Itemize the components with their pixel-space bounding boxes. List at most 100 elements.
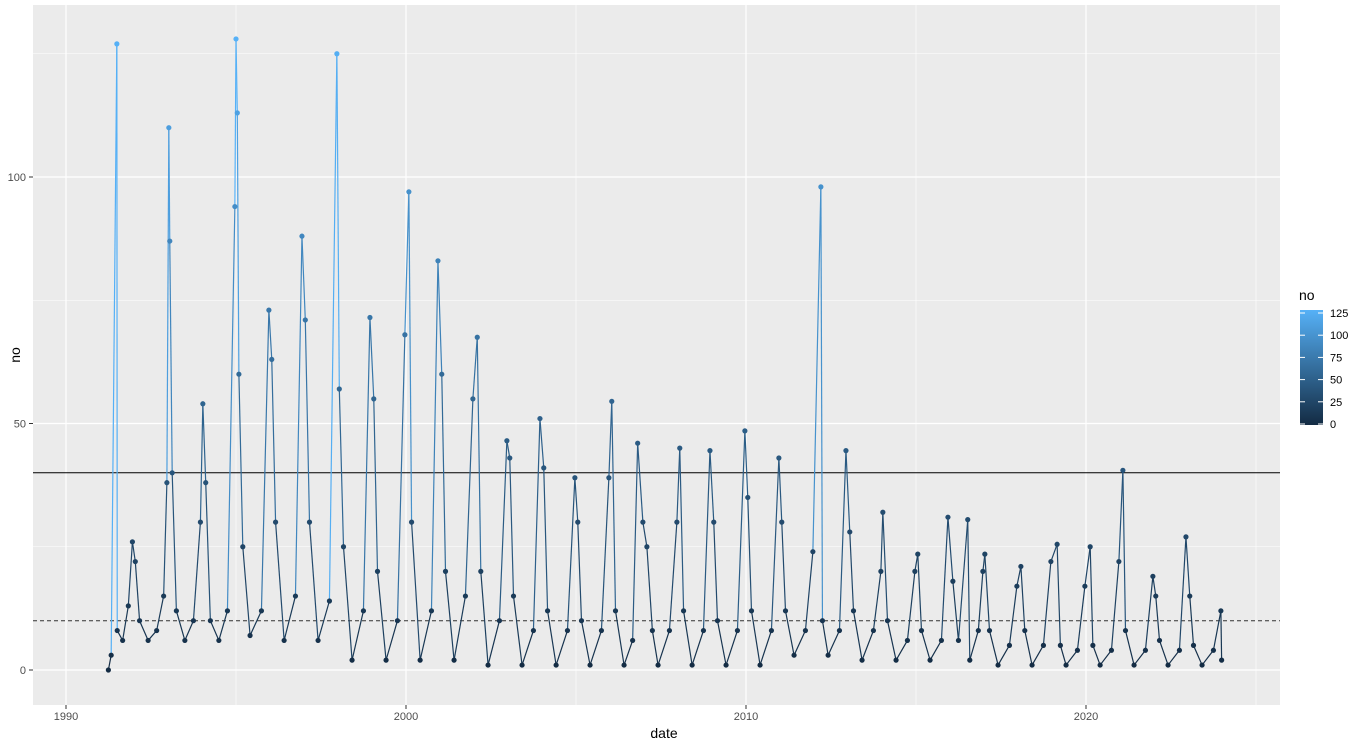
data-point <box>885 618 890 623</box>
data-point <box>982 552 987 557</box>
data-point <box>1088 544 1093 549</box>
data-point <box>677 446 682 451</box>
legend-tick-label: 25 <box>1330 397 1342 409</box>
data-point <box>715 618 720 623</box>
data-point <box>375 569 380 574</box>
data-point <box>847 529 852 534</box>
data-point <box>1177 648 1182 653</box>
data-point <box>950 579 955 584</box>
data-point <box>749 608 754 613</box>
data-point <box>1058 643 1063 648</box>
data-point <box>1219 658 1224 663</box>
data-point <box>247 633 252 638</box>
data-point <box>383 658 388 663</box>
data-point <box>707 448 712 453</box>
data-point <box>723 662 728 667</box>
data-point <box>203 480 208 485</box>
data-point <box>640 520 645 525</box>
data-point <box>371 396 376 401</box>
data-point <box>106 667 111 672</box>
data-point <box>630 638 635 643</box>
data-point <box>650 628 655 633</box>
data-point <box>166 125 171 130</box>
data-point <box>939 638 944 643</box>
data-point <box>783 608 788 613</box>
data-point <box>1055 542 1060 547</box>
y-axis-title: no <box>7 347 23 363</box>
data-point <box>579 618 584 623</box>
legend-tick-label: 125 <box>1330 308 1348 320</box>
data-point <box>497 618 502 623</box>
data-point <box>1157 638 1162 643</box>
y-tick-label: 100 <box>8 172 26 184</box>
data-point <box>406 189 411 194</box>
y-tick-label: 0 <box>20 665 26 677</box>
data-point <box>232 204 237 209</box>
data-point <box>1075 648 1080 653</box>
data-point <box>587 662 592 667</box>
y-tick-label: 50 <box>14 419 26 431</box>
data-point <box>1063 662 1068 667</box>
data-point <box>114 41 119 46</box>
data-point <box>439 372 444 377</box>
data-point <box>565 628 570 633</box>
data-point <box>1018 564 1023 569</box>
data-point <box>745 495 750 500</box>
data-point <box>871 628 876 633</box>
data-point <box>451 658 456 663</box>
data-point <box>818 184 823 189</box>
data-point <box>837 628 842 633</box>
data-point <box>826 653 831 658</box>
legend-colorbar <box>1300 310 1323 425</box>
data-point <box>843 448 848 453</box>
data-point <box>1120 468 1125 473</box>
data-point <box>174 608 179 613</box>
data-point <box>742 428 747 433</box>
data-point <box>537 416 542 421</box>
data-point <box>1007 643 1012 648</box>
data-point <box>655 662 660 667</box>
data-point <box>609 399 614 404</box>
data-point <box>1123 628 1128 633</box>
data-point <box>606 475 611 480</box>
data-point <box>1183 534 1188 539</box>
data-point <box>478 569 483 574</box>
data-point <box>109 653 114 658</box>
data-point <box>402 332 407 337</box>
data-point <box>315 638 320 643</box>
data-point <box>667 628 672 633</box>
data-point <box>644 544 649 549</box>
data-point <box>776 455 781 460</box>
data-point <box>1165 662 1170 667</box>
data-point <box>200 401 205 406</box>
data-point <box>307 520 312 525</box>
data-point <box>980 569 985 574</box>
data-point <box>859 658 864 663</box>
data-point <box>395 618 400 623</box>
data-point <box>1098 662 1103 667</box>
data-point <box>635 441 640 446</box>
data-point <box>995 662 1000 667</box>
data-point <box>341 544 346 549</box>
data-point <box>161 593 166 598</box>
data-point <box>681 608 686 613</box>
data-point <box>1082 584 1087 589</box>
data-point <box>115 628 120 633</box>
data-point <box>613 608 618 613</box>
data-point <box>919 628 924 633</box>
data-point <box>269 357 274 362</box>
legend-tick-label: 0 <box>1330 419 1336 431</box>
data-point <box>133 559 138 564</box>
data-point <box>1211 648 1216 653</box>
data-point <box>327 598 332 603</box>
data-point <box>1191 643 1196 648</box>
legend-tick-label: 75 <box>1330 352 1342 364</box>
data-point <box>519 662 524 667</box>
data-point <box>915 552 920 557</box>
data-point <box>463 593 468 598</box>
data-point <box>167 238 172 243</box>
data-point <box>1153 593 1158 598</box>
data-point <box>361 608 366 613</box>
